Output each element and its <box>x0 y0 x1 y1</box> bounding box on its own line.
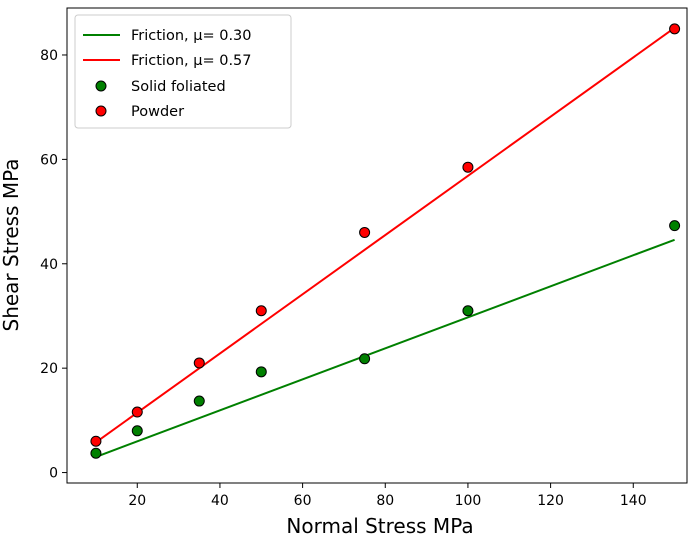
point-powder-2 <box>193 357 205 369</box>
x-tick-label: 20 <box>128 493 146 509</box>
point-solid-foliated-2 <box>193 395 205 407</box>
x-tick-label: 80 <box>376 493 394 509</box>
point-solid-foliated-0 <box>90 447 102 459</box>
friction-line-1 <box>95 27 676 444</box>
legend-label-friction-057: Friction, μ= 0.57 <box>131 53 252 69</box>
x-tick-label: 60 <box>294 493 312 509</box>
y-tick-label: 80 <box>40 48 58 64</box>
point-powder-6 <box>669 23 681 35</box>
x-tick-label: 120 <box>537 493 564 509</box>
point-solid-foliated-4 <box>359 353 371 365</box>
x-tick-label: 40 <box>211 493 229 509</box>
y-tick-label: 20 <box>40 361 58 377</box>
y-axis-label: Shear Stress MPa <box>0 158 23 331</box>
point-solid-foliated-1 <box>131 425 143 437</box>
point-powder-0 <box>90 435 102 447</box>
axes-frame <box>66 7 688 484</box>
legend-label-friction-030: Friction, μ= 0.30 <box>131 28 252 44</box>
legend-box <box>74 14 292 129</box>
x-axis-label: Normal Stress MPa <box>286 514 473 538</box>
legend-label-powder: Powder <box>131 104 184 120</box>
x-axis: 20 40 60 80 100 120 140 <box>128 483 647 509</box>
point-powder-1 <box>131 406 143 418</box>
x-tick-label: 140 <box>620 493 647 509</box>
point-solid-foliated-6 <box>669 220 681 232</box>
friction-line-0 <box>95 238 675 458</box>
point-solid-foliated-5 <box>462 305 474 317</box>
legend: Friction, μ= 0.30 Friction, μ= 0.57 Soli… <box>74 14 292 129</box>
plot-area <box>90 23 681 459</box>
y-tick-label: 60 <box>40 152 58 168</box>
point-powder-3 <box>255 305 267 317</box>
point-powder-5 <box>462 161 474 173</box>
legend-label-solid-foliated: Solid foliated <box>131 79 226 95</box>
y-tick-label: 0 <box>49 466 58 482</box>
point-powder-4 <box>359 226 371 238</box>
legend-marker-powder <box>95 105 107 117</box>
point-solid-foliated-3 <box>255 366 267 378</box>
legend-marker-solid-foliated <box>95 80 107 92</box>
x-tick-label: 100 <box>455 493 482 509</box>
y-axis: 0 20 40 60 80 <box>40 48 67 482</box>
y-tick-label: 40 <box>40 257 58 273</box>
